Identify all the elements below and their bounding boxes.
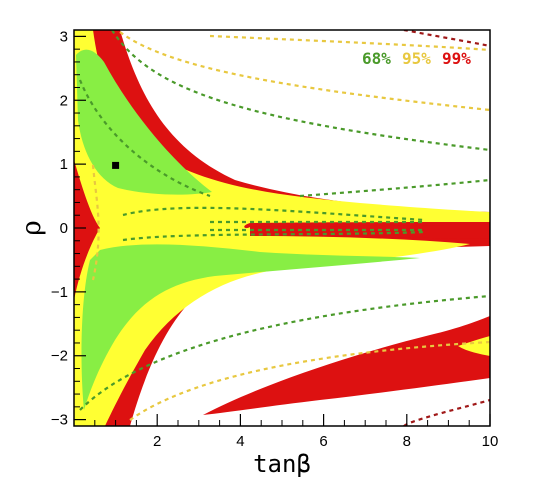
best-fit-marker [112, 161, 120, 169]
dash-68-lower [79, 294, 490, 411]
x-tick-label: 2 [153, 433, 161, 450]
region-99-left-edge [74, 160, 100, 300]
legend-99: 99% [442, 49, 471, 68]
dash-68-center-upper [122, 206, 426, 222]
region-68-lower [81, 244, 421, 410]
dashed-contours [78, 30, 490, 426]
x-tick-label: 4 [236, 433, 244, 450]
x-tick-label: 6 [319, 433, 327, 450]
region-99-band [250, 224, 490, 239]
x-ticks: 2 4 6 8 10 [94, 414, 499, 450]
legend-95: 95% [402, 49, 431, 68]
dash-99-bottom [403, 398, 490, 426]
y-tick-label: −3 [51, 412, 68, 429]
y-tick-label: −1 [51, 284, 68, 301]
dash-95-lower [129, 340, 490, 421]
dash-68-right-upper [299, 178, 490, 198]
dash-99-top [403, 30, 490, 48]
legend-68: 68% [362, 49, 391, 68]
y-axis-title: ρ [17, 220, 47, 235]
y-ticks: −3 −2 −1 0 1 2 3 [51, 28, 86, 429]
dash-95-upper-right [209, 34, 490, 52]
region-95-main [74, 30, 490, 426]
x-tick-label: 8 [403, 433, 411, 450]
legend: 68% 95% 99% [362, 49, 471, 68]
x-axis-title: tanβ [253, 450, 311, 478]
y-tick-label: 0 [60, 220, 68, 237]
region-99-lower [203, 316, 490, 415]
dash-68-center-lower [122, 230, 426, 242]
region-68-upper [76, 49, 212, 195]
y-tick-label: 1 [60, 156, 68, 173]
dash-68-top [111, 30, 490, 152]
y-tick-label: −2 [51, 348, 68, 365]
y-tick-label: 3 [60, 28, 68, 45]
dash-95-top [119, 31, 490, 112]
dash-68-mid-upper [78, 79, 211, 198]
contour-area [74, 30, 490, 426]
region-95-lower-tip [458, 336, 490, 356]
y-tick-label: 2 [60, 92, 68, 109]
x-tick-label: 10 [482, 433, 499, 450]
dash-95-left [91, 164, 100, 281]
